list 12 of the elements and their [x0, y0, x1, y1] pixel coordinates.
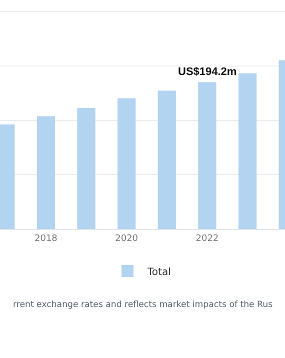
bar [118, 98, 136, 229]
bar [158, 90, 176, 229]
bar [238, 73, 257, 229]
bar [77, 108, 96, 229]
text: rrent exchange rates and reflects market impacts of the Rus [13, 300, 274, 310]
bar [198, 82, 216, 229]
annotation: US$194.2m [178, 66, 237, 78]
bar [36, 116, 56, 229]
x-tick-label: 2018 [34, 234, 58, 244]
x-tick-label: 2020 [115, 234, 138, 244]
x-tick-label: 2022 [196, 234, 219, 244]
legend-label: Total [146, 266, 171, 278]
